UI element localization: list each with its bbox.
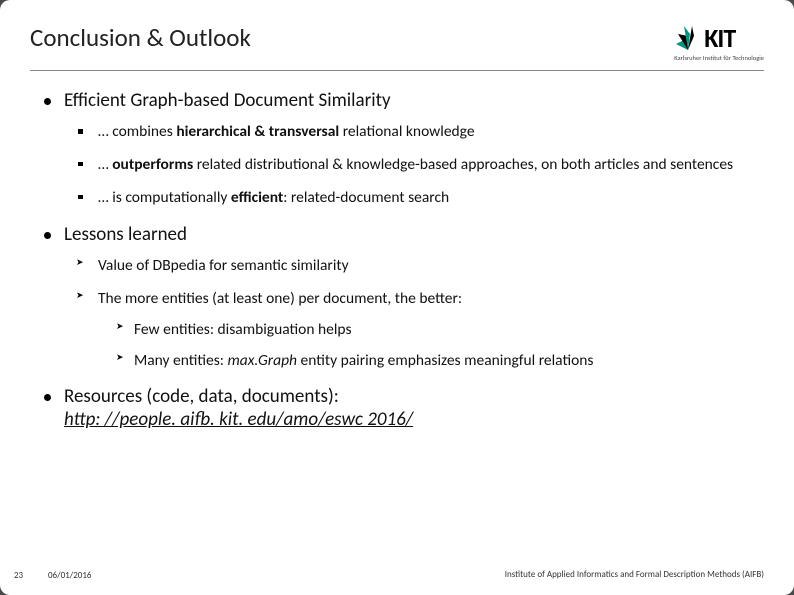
logo-text: KIT: [704, 22, 735, 54]
bullet-2-sub-1: Value of DBpedia for semantic similarity: [64, 256, 754, 277]
logo-fan-icon: [674, 24, 702, 52]
page-number: 23: [14, 570, 40, 581]
header: Conclusion & Outlook KIT Karlsruher Inst…: [0, 0, 794, 70]
bullet-1-sub-1: … combines hierarchical & transversal re…: [64, 122, 754, 143]
bullet-1: Efficient Graph-based Document Similarit…: [40, 89, 754, 209]
resources-link[interactable]: http: //people. aifb. kit. edu/amo/eswc …: [64, 408, 413, 431]
content: Efficient Graph-based Document Similarit…: [0, 71, 794, 431]
logo-subtitle: Karlsruher Institut für Technologie: [674, 54, 764, 62]
bullet-2-text: Lessons learned: [64, 223, 187, 246]
bullet-2-sub-2: The more entities (at least one) per doc…: [64, 289, 754, 372]
bullet-2-sub-2a: Few entities: disambiguation helps: [98, 320, 754, 341]
footer-institute: Institute of Applied Informatics and For…: [505, 570, 764, 581]
bullet-3: Resources (code, data, documents): http:…: [40, 385, 754, 431]
bullet-2: Lessons learned Value of DBpedia for sem…: [40, 223, 754, 372]
bullet-1-text: Efficient Graph-based Document Similarit…: [64, 89, 391, 112]
slide-title: Conclusion & Outlook: [30, 22, 251, 53]
bullet-2-sub-2b: Many entities: max.Graph entity pairing …: [98, 351, 754, 372]
bullet-1-sub-3: … is computationally efficient: related-…: [64, 188, 754, 209]
bullet-1-sub-2: … outperforms related distributional & k…: [64, 155, 754, 176]
footer: 23 06/01/2016 Institute of Applied Infor…: [0, 570, 794, 581]
footer-date: 06/01/2016: [48, 570, 91, 581]
kit-logo: KIT Karlsruher Institut für Technologie: [674, 22, 764, 62]
bullet-3-text: Resources (code, data, documents):: [64, 385, 339, 408]
slide: Conclusion & Outlook KIT Karlsruher Inst…: [0, 0, 794, 595]
